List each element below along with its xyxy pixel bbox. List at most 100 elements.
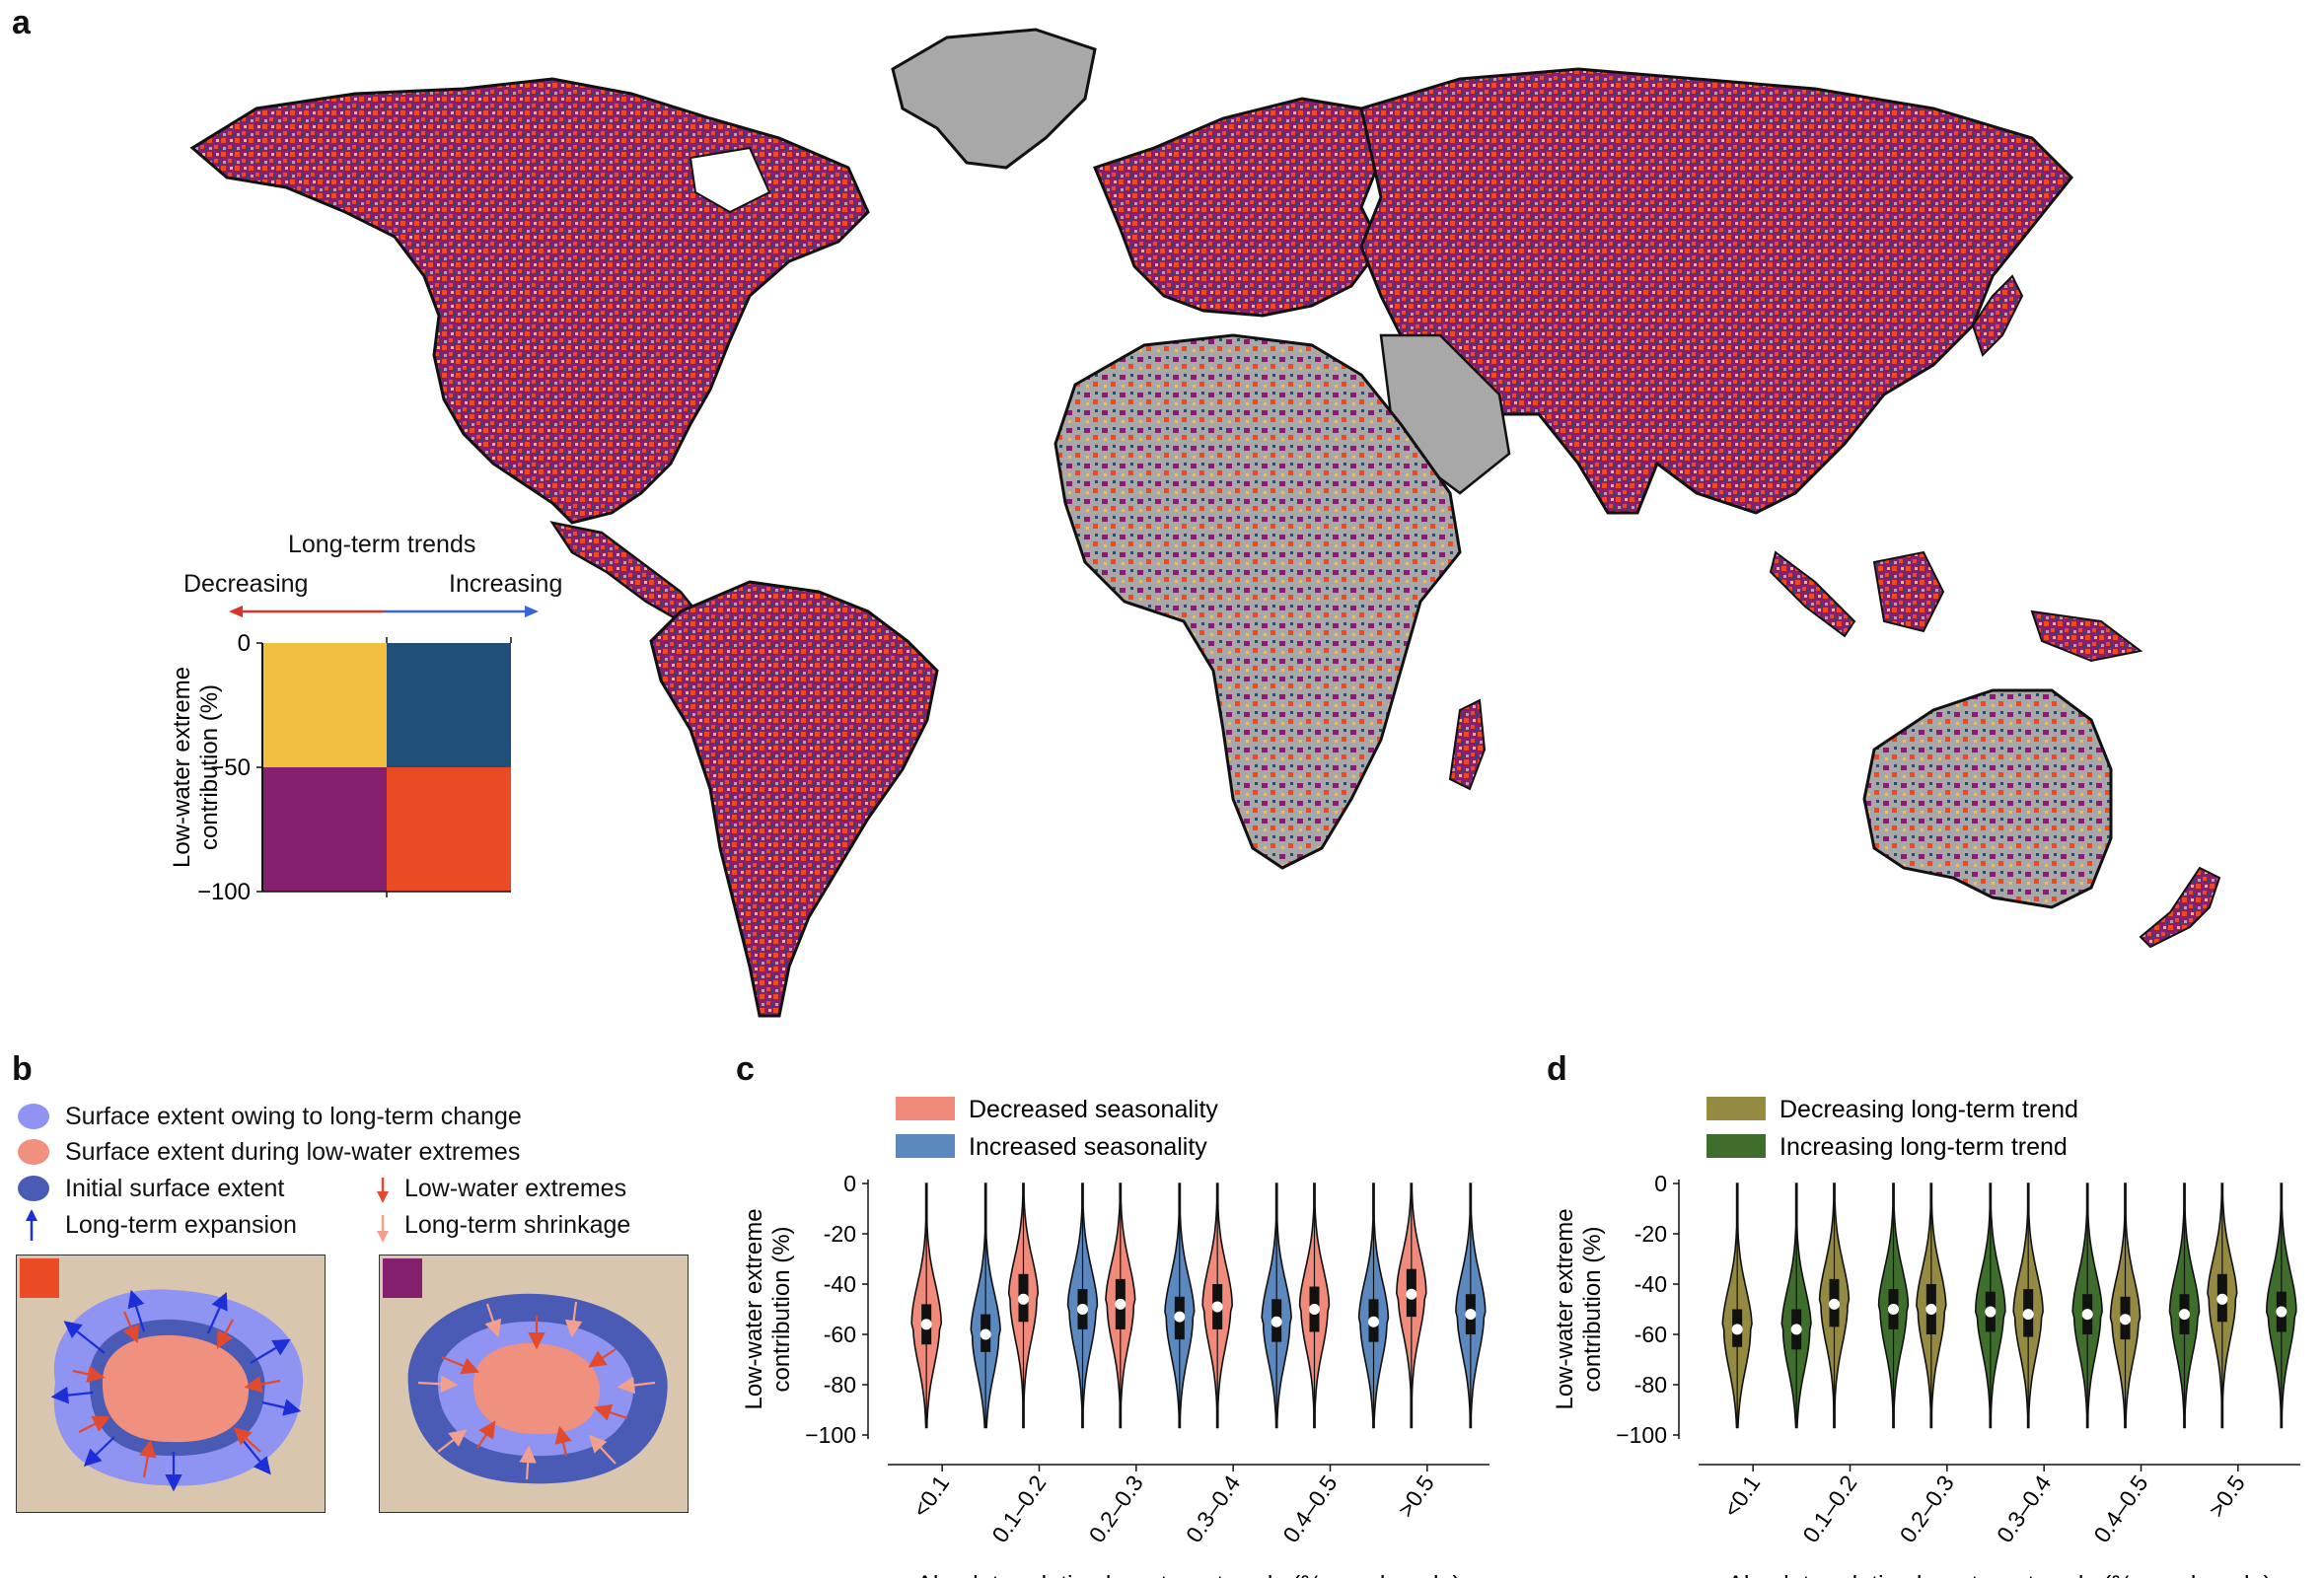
violin-median-dot bbox=[2081, 1309, 2093, 1321]
legend-label: Increasing long-term trend bbox=[1779, 1133, 2068, 1161]
new-guinea-landmass bbox=[2030, 610, 2143, 663]
y-tick-label: -80 bbox=[1634, 1372, 1667, 1398]
y-tick-label: −100 bbox=[1616, 1422, 1667, 1448]
legend-swatch bbox=[1707, 1097, 1766, 1120]
hudson-bay bbox=[689, 146, 771, 214]
y-tick-label: 0 bbox=[843, 1171, 856, 1196]
violin-median-dot bbox=[2022, 1309, 2034, 1321]
red-arrow-icon bbox=[377, 1178, 389, 1203]
legend-label: Increased seasonality bbox=[969, 1133, 1207, 1161]
legend-ylabel-line1: Low-water extreme bbox=[169, 667, 195, 868]
legend-low-water-extremes-label: Low-water extremes bbox=[404, 1175, 627, 1202]
chart-d: Decreasing long-term trend Increasing lon… bbox=[1552, 1096, 2300, 1578]
violin-median-dot bbox=[1271, 1316, 1282, 1327]
violin-median-dot bbox=[2179, 1309, 2190, 1321]
x-axis-label: Absolute relative long-term trends (% pe… bbox=[916, 1571, 1461, 1578]
x-tick-label: >0.5 bbox=[1393, 1470, 1439, 1522]
violin-median-dot bbox=[1309, 1304, 1320, 1315]
y-tick-label: −100 bbox=[805, 1422, 856, 1448]
violin-median-dot bbox=[1465, 1309, 1477, 1321]
swatch-decreasing-high bbox=[383, 1258, 422, 1298]
blue-arrow-icon bbox=[26, 1209, 37, 1241]
legend-label: Decreased seasonality bbox=[969, 1096, 1218, 1123]
japan-landmass bbox=[1971, 274, 2024, 357]
violin-median-dot bbox=[1985, 1306, 1997, 1318]
violin-median-dot bbox=[1018, 1293, 1029, 1305]
legend-ylabel-line2: contribution (%) bbox=[196, 684, 223, 850]
violin-median-dot bbox=[1174, 1311, 1186, 1323]
x-tick-label: 0.3–0.4 bbox=[1992, 1470, 2056, 1547]
y-axis-label-line2: contribution (%) bbox=[1579, 1226, 1606, 1392]
legend-cell-decreasing-high bbox=[262, 767, 387, 892]
sumatra-landmass bbox=[1769, 550, 1856, 638]
low-water-extent-blob bbox=[102, 1334, 250, 1443]
x-tick-label: 0.2–0.3 bbox=[1895, 1470, 1959, 1547]
legend-cell-decreasing-low bbox=[262, 643, 387, 767]
violin-median-dot bbox=[1406, 1288, 1417, 1300]
panel-b-label: b bbox=[12, 1050, 33, 1088]
y-axis-label-line1: Low-water extreme bbox=[741, 1208, 767, 1409]
violin-median-dot bbox=[2120, 1314, 2131, 1326]
y-tick-label: -80 bbox=[824, 1372, 856, 1398]
y-tick-label: -60 bbox=[824, 1322, 856, 1347]
map-legend-title: Long-term trends bbox=[288, 531, 476, 558]
map-legend-decreasing-label: Decreasing bbox=[183, 570, 309, 598]
legend-low-water-extent-label: Surface extent during low-water extremes bbox=[65, 1138, 521, 1166]
panel-b-legend-icons bbox=[18, 1104, 389, 1243]
low-water-extent-blob bbox=[472, 1342, 601, 1435]
schematic-expansion bbox=[16, 1255, 326, 1513]
map-legend-grid: 0 −50 −100 Low-water extreme contributio… bbox=[169, 631, 512, 905]
panel-c-label: c bbox=[736, 1050, 755, 1088]
y-tick-label: -40 bbox=[824, 1271, 856, 1297]
dark-blue-blob-icon bbox=[18, 1176, 49, 1201]
chart-c: Decreased seasonality Increased seasonali… bbox=[741, 1096, 1489, 1578]
y-tick-label: -20 bbox=[824, 1221, 856, 1247]
map-legend-increasing-label: Increasing bbox=[449, 570, 563, 598]
legend-long-term-extent-label: Surface extent owing to long-term change bbox=[65, 1103, 522, 1130]
violin-median-dot bbox=[1211, 1301, 1223, 1313]
greenland-landmass bbox=[891, 28, 1097, 170]
x-tick-label: >0.5 bbox=[2204, 1470, 2250, 1522]
australia-landmass bbox=[1862, 688, 2113, 909]
north-america-landmass bbox=[189, 77, 870, 525]
legend-swatch bbox=[1707, 1134, 1766, 1158]
x-tick-label: <0.1 bbox=[1718, 1470, 1765, 1522]
madagascar-landmass bbox=[1448, 698, 1487, 791]
violin-median-dot bbox=[980, 1328, 991, 1340]
violin-median-dot bbox=[1077, 1304, 1088, 1315]
pink-arrow-icon bbox=[377, 1215, 389, 1243]
y-axis-label-line2: contribution (%) bbox=[768, 1226, 795, 1392]
y-tick-label: -40 bbox=[1634, 1271, 1667, 1297]
africa-landmass bbox=[1053, 333, 1462, 870]
legend-ytick-0: 0 bbox=[238, 631, 251, 657]
violin-median-dot bbox=[2276, 1306, 2288, 1318]
central-america-landmass bbox=[549, 521, 703, 623]
x-tick-label: <0.1 bbox=[908, 1470, 954, 1522]
decreasing-arrowhead-icon bbox=[229, 606, 243, 617]
legend-long-term-expansion-label: Long-term expansion bbox=[65, 1211, 297, 1239]
violin-median-dot bbox=[1925, 1304, 1937, 1315]
legend-swatch bbox=[896, 1097, 955, 1120]
legend-initial-extent-label: Initial surface extent bbox=[65, 1175, 285, 1202]
x-axis-label: Absolute relative long-term trends (% pe… bbox=[1727, 1571, 2272, 1578]
legend-label: Decreasing long-term trend bbox=[1779, 1096, 2078, 1123]
y-tick-label: 0 bbox=[1654, 1171, 1667, 1196]
new-zealand-landmass bbox=[2139, 866, 2221, 949]
map-legend-arrows bbox=[229, 606, 539, 617]
x-tick-label: 0.1–0.2 bbox=[986, 1470, 1051, 1547]
legend-cell-increasing-low bbox=[387, 643, 511, 767]
violin-median-dot bbox=[1790, 1324, 1802, 1335]
swatch-decreasing-high bbox=[20, 1258, 59, 1298]
europe-landmass bbox=[1092, 97, 1383, 318]
x-tick-label: 0.4–0.5 bbox=[2088, 1470, 2152, 1547]
violin-median-dot bbox=[2216, 1293, 2228, 1305]
x-tick-label: 0.1–0.2 bbox=[1797, 1470, 1861, 1547]
y-axis-label-line1: Low-water extreme bbox=[1552, 1208, 1578, 1409]
violin-median-dot bbox=[920, 1319, 932, 1330]
legend-long-term-shrinkage-label: Long-term shrinkage bbox=[404, 1211, 631, 1239]
schematic-shrinkage bbox=[379, 1255, 689, 1513]
violin-median-dot bbox=[1888, 1304, 1899, 1315]
x-tick-label: 0.3–0.4 bbox=[1181, 1470, 1245, 1547]
salmon-blob-icon bbox=[18, 1139, 49, 1165]
violin-median-dot bbox=[1115, 1298, 1126, 1310]
